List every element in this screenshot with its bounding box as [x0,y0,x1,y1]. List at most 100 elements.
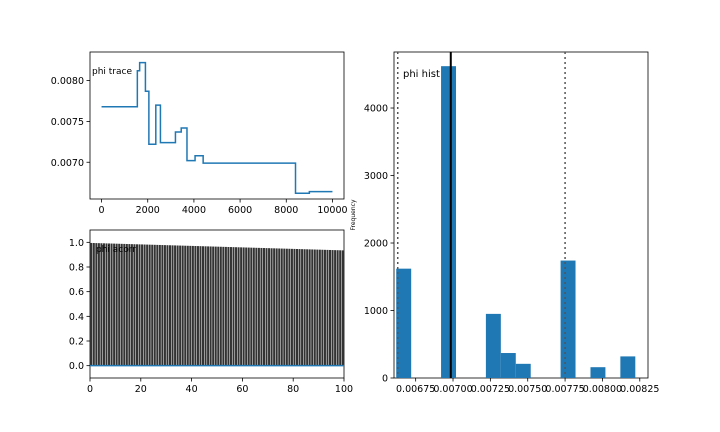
acf-panel: 0 20 40 60 80 100 0.0 0.2 0.4 0.6 0.8 1.0 phi acor… [69,229,353,395]
hist-bar [441,66,456,379]
acf-bar [283,248,286,366]
acf-bar [235,247,238,366]
acf-bar [108,243,111,366]
hist-y-tick-label: 4000 [364,104,388,115]
acf-bar [270,248,273,366]
acf-bar [308,249,311,366]
acf-bar [219,246,222,366]
acf-bar [255,247,258,366]
trace-x-tick-label: 8000 [274,205,298,216]
acf-bar [146,244,149,366]
acf-bar [184,245,187,366]
trace-x-tick-label: 10000 [317,205,347,216]
acf-bar [268,248,271,366]
acf-bar [153,244,156,366]
acf-x-tick-label: 80 [287,384,299,395]
acf-annotation: phi acorr [96,245,136,255]
acf-bar [189,245,192,366]
acf-bar [278,248,281,366]
hist-axes-frame [393,51,649,379]
acf-bar [217,246,220,366]
acf-bar [191,245,194,366]
acf-bar [125,244,128,366]
acf-bar [95,243,98,366]
acf-bar [252,247,255,366]
acf-bar [202,246,205,366]
trace-y-tick-label: 0.0070 [51,158,84,169]
acf-bar [179,245,182,366]
acf-bar [245,247,248,366]
acf-bar [204,246,207,366]
acf-bar [148,244,151,366]
acf-bar [316,249,319,366]
trace-x-tick-label: 0 [99,205,105,216]
acf-bar [168,245,172,366]
acf-bar [100,243,103,366]
trace-x-tick-label: 6000 [228,205,252,216]
hist-x-tick-label: 0.00800 [583,384,622,395]
acf-bar [313,249,316,366]
hist-x-axis: 0.006750.007000.007250.007500.007750.008… [396,378,659,395]
acf-bar [199,246,202,366]
acf-bar [288,248,291,366]
acf-bar [181,245,184,366]
acf-bar [334,250,337,366]
hist-x-tick-label: 0.00675 [396,384,435,395]
acf-bar [166,245,169,366]
acf-bar [138,244,141,366]
acf-bar [161,245,164,366]
acf-bar [120,243,123,366]
acf-bar [290,248,293,366]
trace-x-axis: 0 2000 4000 6000 8000 10000 [99,199,348,216]
acf-bar [229,247,232,366]
hist-annotation: phi hist [403,69,440,80]
trace-annotation: phi trace [92,67,132,77]
acf-bar [194,246,197,366]
hist-bar [560,260,576,378]
trace-y-tick-label: 0.0075 [51,117,84,128]
trace-axes-frame [89,51,345,200]
hist-y-label: Frequency [350,199,357,230]
acf-bar [207,246,210,366]
acf-bar [102,243,105,366]
hist-panel: 0.006750.007000.007250.007500.007750.008… [350,51,659,395]
acf-bar [222,246,225,366]
acf-bar [115,243,118,366]
hist-plot-area [396,52,636,379]
hist-bar [620,356,636,378]
acf-bar [92,243,95,366]
acf-bar [250,247,253,366]
hist-y-axis: 0 1000 2000 3000 4000 [364,104,394,385]
acf-bar [275,248,278,366]
hist-y-tick-label: 1000 [364,306,388,317]
acf-bar [110,243,113,366]
acf-bar [196,246,199,366]
acf-bar [135,244,138,366]
acf-bar [280,248,283,366]
acf-bar [224,246,227,366]
acf-x-tick-label: 20 [135,384,147,395]
acf-bar [303,249,306,366]
hist-x-tick-label: 0.00725 [471,384,510,395]
acf-bar [141,244,144,366]
acf-bar [123,243,126,366]
acf-bar [156,244,159,366]
acf-bar [176,245,179,366]
acf-bar [227,246,230,366]
acf-bar [262,248,265,366]
hist-bar [515,363,531,378]
acf-y-tick-label: 0.8 [69,263,84,274]
acf-bar [186,245,189,366]
acf-bar [336,250,339,366]
acf-bar [171,245,174,366]
hist-x-tick-label: 0.00825 [620,384,659,395]
hist-bar [396,268,412,378]
hist-y-tick-label: 2000 [364,239,388,250]
acf-bar [273,248,276,366]
hist-bar [485,313,501,378]
acf-bar [298,249,301,366]
acf-bar [242,247,245,366]
acf-bar [247,247,250,366]
acf-bar [118,243,121,366]
acf-bar [285,248,288,366]
